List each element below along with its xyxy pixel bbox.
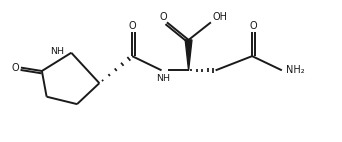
Polygon shape [185,40,192,70]
Text: O: O [250,21,258,31]
Text: O: O [12,63,19,73]
Text: OH: OH [212,12,227,22]
Text: O: O [128,21,136,31]
Text: O: O [160,12,167,22]
Text: NH: NH [50,47,64,56]
Text: NH₂: NH₂ [286,65,305,75]
Text: NH: NH [156,74,170,83]
